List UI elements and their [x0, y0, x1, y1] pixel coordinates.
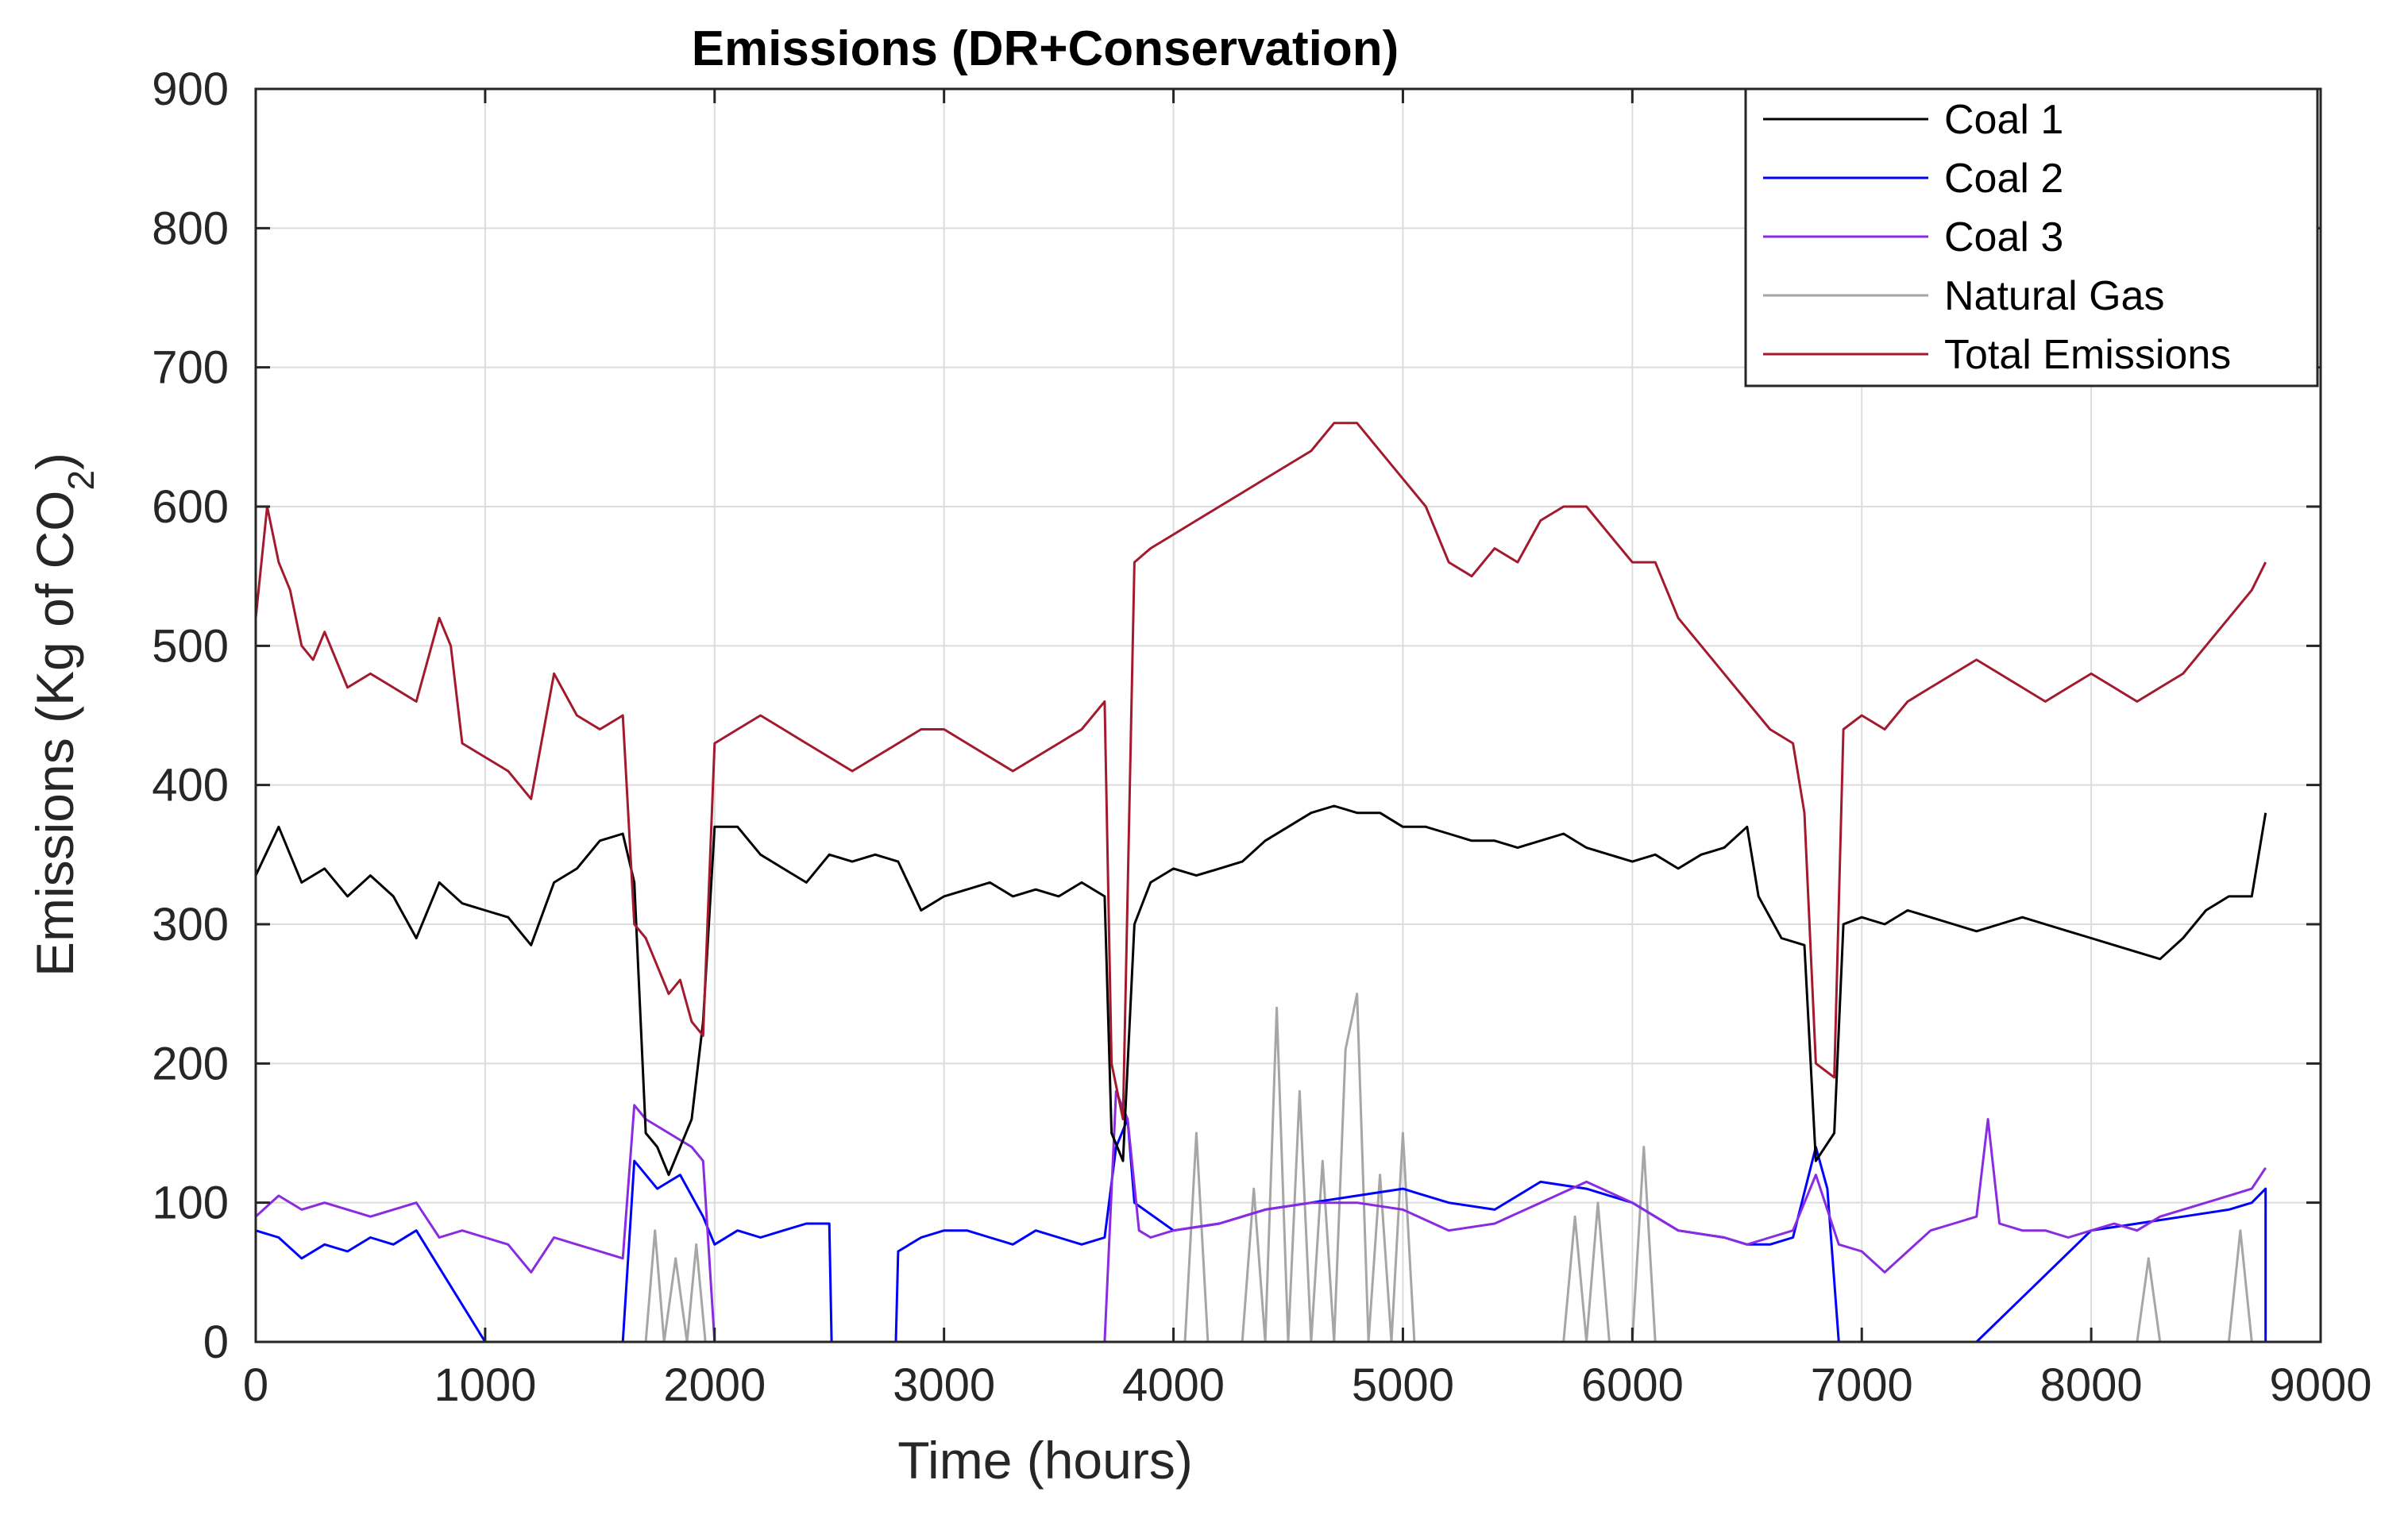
x-tick-label: 0: [243, 1359, 268, 1411]
chart-title: Emissions (DR+Conservation): [692, 21, 1399, 76]
x-tick-labels: 0 1000 2000 3000 4000 5000 6000 7000 8000 9000: [243, 1359, 2372, 1411]
series-line-coal-3: [254, 1089, 2267, 1343]
y-tick-label: 500: [152, 620, 229, 672]
y-tick-label: 400: [152, 760, 229, 811]
y-tick-label: 600: [152, 481, 229, 533]
y-tick-labels: 0 100 200 300 400 500 600 700 800 900: [152, 64, 229, 1368]
x-tick-label: 2000: [663, 1359, 766, 1411]
series-line-coal-1: [254, 804, 2267, 1177]
legend: Coal 1 Coal 2 Coal 3 Natural Gas Total Emiss…: [1744, 87, 2319, 387]
x-tick-label: 6000: [1581, 1359, 1684, 1411]
x-tick-label: 3000: [893, 1359, 995, 1411]
y-tick-label: 300: [152, 899, 229, 950]
y-axis-label-main: Emissions (Kg of CO: [25, 491, 84, 977]
x-tick-label: 9000: [2269, 1359, 2371, 1411]
y-axis-label: Emissions (Kg of CO2): [25, 453, 102, 977]
y-tick-label: 800: [152, 202, 229, 254]
x-tick-label: 7000: [1811, 1359, 1913, 1411]
plot-frame: [254, 87, 2322, 1343]
y-tick-label: 700: [152, 342, 229, 394]
legend-label-coal-3: Coal 3: [1944, 214, 2063, 260]
series-line-coal-2: [255, 1118, 2267, 1343]
x-tick-label: 1000: [434, 1359, 536, 1411]
y-tick-label: 200: [152, 1038, 229, 1089]
x-tick-label: 8000: [2040, 1359, 2143, 1411]
x-axis-label: Time (hours): [897, 1431, 1193, 1490]
series-line-total-emissions: [254, 422, 2267, 1120]
series-line-natural-gas: [644, 993, 2253, 1343]
x-tick-label: 5000: [1352, 1359, 1454, 1411]
y-tick-label: 100: [152, 1178, 229, 1229]
y-axis-label-subscript: 2: [60, 470, 102, 491]
series-layer: [254, 422, 2267, 1343]
y-tick-label: 0: [203, 1316, 229, 1368]
legend-label-coal-2: Coal 2: [1944, 156, 2063, 202]
y-tick-label: 900: [152, 64, 229, 115]
y-axis-label-close: ): [25, 453, 84, 470]
legend-label-coal-1: Coal 1: [1944, 97, 2063, 143]
legend-label-total-emissions: Total Emissions: [1944, 332, 2231, 378]
legend-label-natural-gas: Natural Gas: [1944, 273, 2164, 319]
x-tick-label: 4000: [1122, 1359, 1225, 1411]
